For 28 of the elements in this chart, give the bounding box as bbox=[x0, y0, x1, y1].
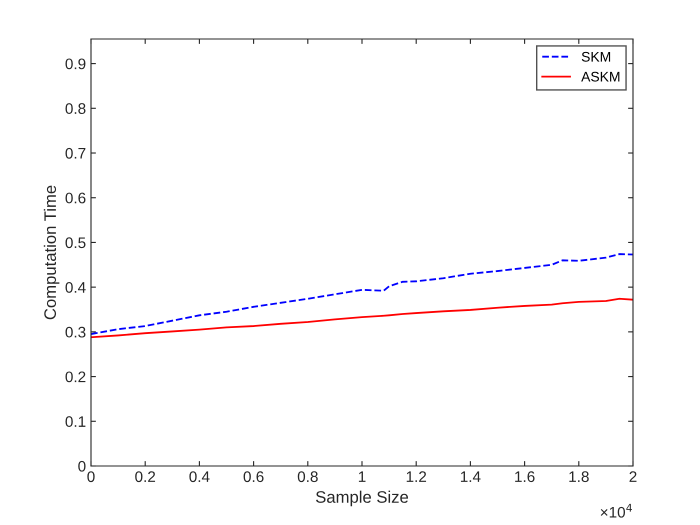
y-tick-label: 0.1 bbox=[66, 416, 86, 427]
y-tick-label: 0.7 bbox=[66, 148, 86, 159]
x-tick-label: 0.4 bbox=[189, 471, 210, 482]
line-series bbox=[91, 253, 633, 336]
x-tick-label: 0.2 bbox=[135, 471, 156, 482]
x-tick-label: 1 bbox=[358, 471, 366, 482]
y-tick-label: 0.5 bbox=[66, 237, 86, 248]
y-tick-label: 0.2 bbox=[66, 371, 86, 382]
line-series bbox=[91, 298, 633, 338]
x-tick-label: 2 bbox=[630, 471, 636, 482]
y-tick-label: 0.9 bbox=[66, 58, 86, 70]
text: ×10$^{4}$ bbox=[600, 504, 632, 518]
x-tick-label: 1.6 bbox=[515, 471, 535, 482]
x-tick-label: 1.8 bbox=[569, 471, 589, 482]
y-tick-label: 0.6 bbox=[66, 192, 86, 204]
y-tick-label: 0.3 bbox=[66, 326, 86, 338]
x-tick-label: 1.2 bbox=[406, 471, 426, 482]
y-tick-label: 0.4 bbox=[66, 282, 86, 293]
x-tick-label: 0.8 bbox=[298, 471, 318, 482]
x-tick-label: 1.4 bbox=[460, 471, 481, 482]
y-axis-title: Computation Time bbox=[44, 186, 60, 320]
x-tick-label: 0 bbox=[87, 471, 95, 482]
y-tick-label: 0 bbox=[78, 460, 86, 472]
x-tick-label: 0.6 bbox=[244, 471, 264, 482]
legend-label: ASKM bbox=[581, 72, 620, 82]
x-axis-title: Sample Size bbox=[316, 490, 408, 506]
y-tick-label: 0.8 bbox=[66, 103, 86, 114]
legend-label: SKM bbox=[582, 52, 610, 62]
